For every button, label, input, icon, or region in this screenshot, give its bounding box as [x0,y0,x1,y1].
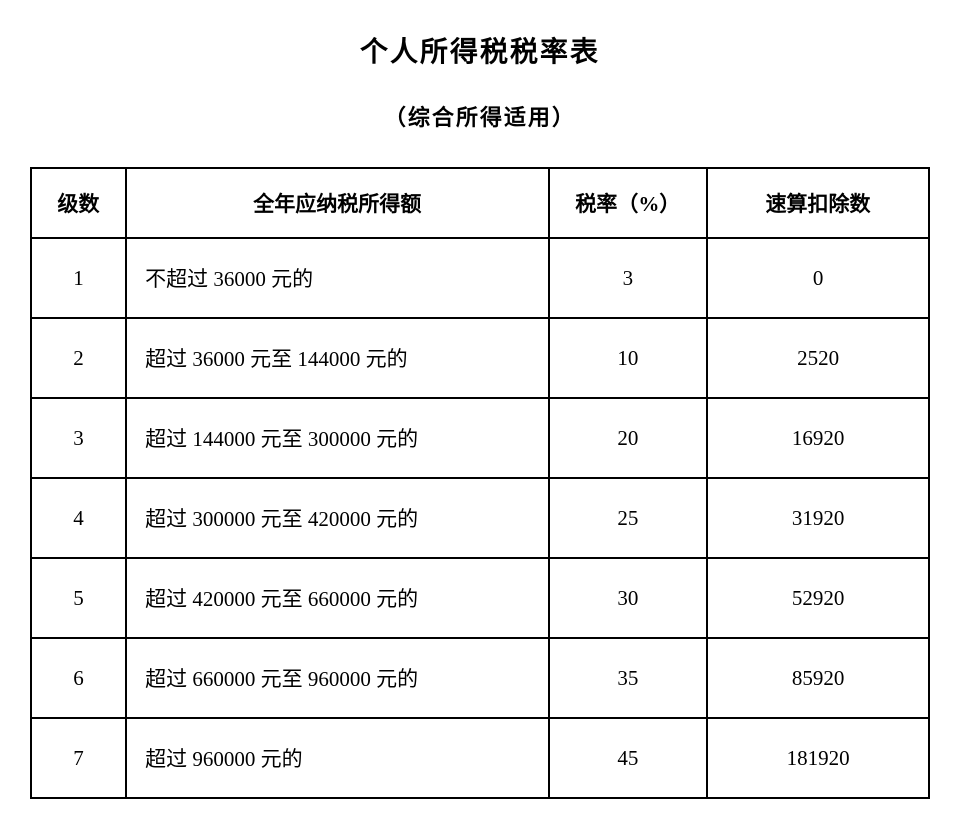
cell-income: 不超过 36000 元的 [126,238,549,318]
cell-rate: 30 [549,558,707,638]
cell-rate: 35 [549,638,707,718]
cell-deduction: 85920 [707,638,929,718]
tax-rate-table: 级数 全年应纳税所得额 税率（%） 速算扣除数 1 不超过 36000 元的 3… [30,167,930,799]
table-row: 2 超过 36000 元至 144000 元的 10 2520 [31,318,929,398]
table-header-row: 级数 全年应纳税所得额 税率（%） 速算扣除数 [31,168,929,238]
cell-income: 超过 300000 元至 420000 元的 [126,478,549,558]
table-row: 1 不超过 36000 元的 3 0 [31,238,929,318]
cell-income: 超过 420000 元至 660000 元的 [126,558,549,638]
cell-deduction: 181920 [707,718,929,798]
cell-level: 2 [31,318,126,398]
cell-deduction: 16920 [707,398,929,478]
cell-deduction: 2520 [707,318,929,398]
table-row: 6 超过 660000 元至 960000 元的 35 85920 [31,638,929,718]
cell-deduction: 52920 [707,558,929,638]
cell-level: 5 [31,558,126,638]
cell-rate: 10 [549,318,707,398]
cell-level: 6 [31,638,126,718]
table-row: 4 超过 300000 元至 420000 元的 25 31920 [31,478,929,558]
cell-income: 超过 36000 元至 144000 元的 [126,318,549,398]
page-subtitle: （综合所得适用） [30,100,930,132]
cell-rate: 3 [549,238,707,318]
cell-level: 4 [31,478,126,558]
cell-income: 超过 960000 元的 [126,718,549,798]
cell-rate: 45 [549,718,707,798]
header-rate: 税率（%） [549,168,707,238]
cell-deduction: 31920 [707,478,929,558]
table-row: 5 超过 420000 元至 660000 元的 30 52920 [31,558,929,638]
header-deduction: 速算扣除数 [707,168,929,238]
cell-deduction: 0 [707,238,929,318]
header-level: 级数 [31,168,126,238]
cell-rate: 25 [549,478,707,558]
header-income: 全年应纳税所得额 [126,168,549,238]
cell-level: 3 [31,398,126,478]
cell-level: 1 [31,238,126,318]
cell-income: 超过 144000 元至 300000 元的 [126,398,549,478]
cell-rate: 20 [549,398,707,478]
table-row: 7 超过 960000 元的 45 181920 [31,718,929,798]
page-title: 个人所得税税率表 [30,30,930,70]
cell-level: 7 [31,718,126,798]
table-row: 3 超过 144000 元至 300000 元的 20 16920 [31,398,929,478]
cell-income: 超过 660000 元至 960000 元的 [126,638,549,718]
